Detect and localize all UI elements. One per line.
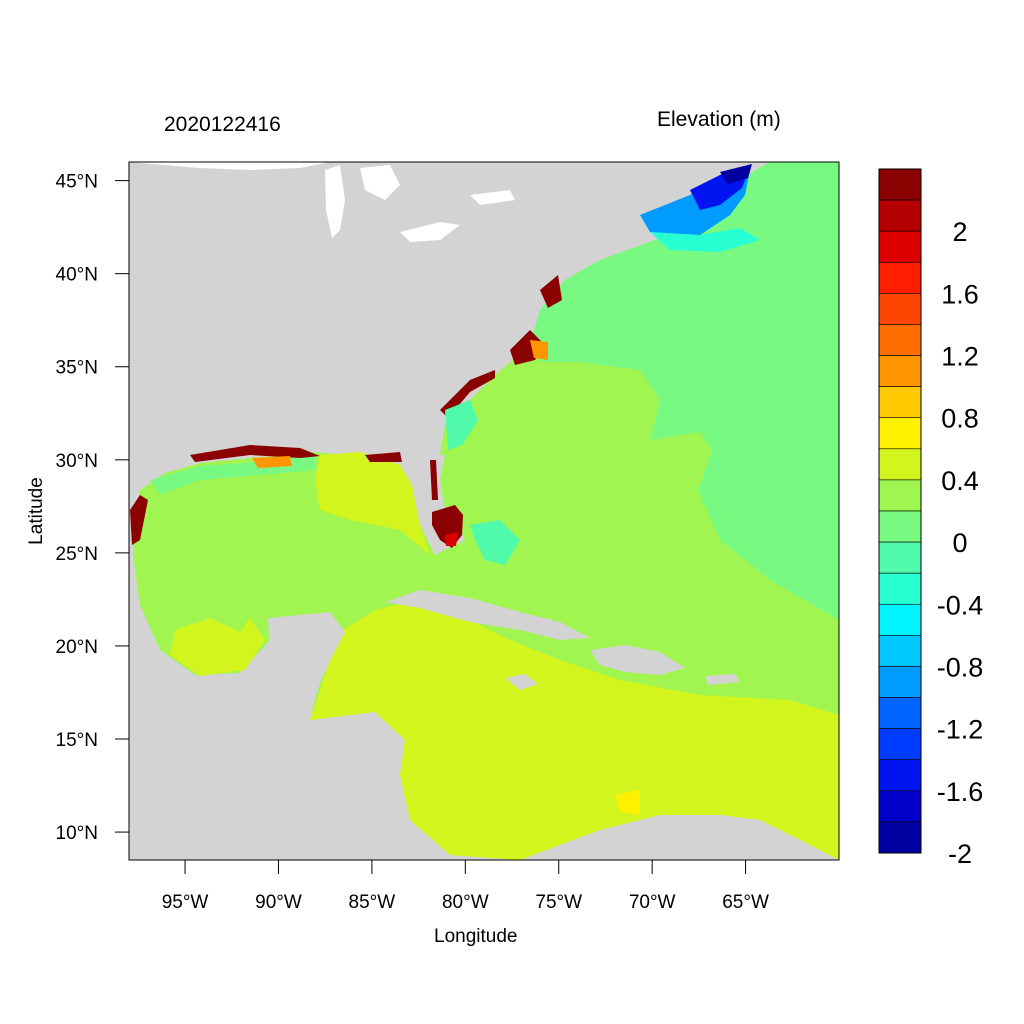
colorbar-swatch	[878, 635, 922, 667]
louisiana-orange-band	[252, 456, 292, 468]
georgia-coast-surge	[440, 370, 495, 418]
midatlantic-coast-surge	[540, 275, 562, 308]
colorbar-swatch	[878, 479, 922, 512]
colorbar-label: 0.4	[941, 466, 979, 496]
colorbar-swatch	[878, 168, 922, 201]
colorbar-swatch	[878, 821, 922, 854]
colorbar-swatch	[878, 230, 922, 263]
gulf-shelf-positive	[315, 452, 430, 555]
lon-tick-label: 75°W	[535, 892, 582, 913]
great-lake-erie	[400, 222, 460, 242]
colorbar-swatch	[878, 386, 922, 419]
cuba-island	[385, 590, 590, 640]
map-frame	[128, 161, 840, 861]
colorbar-swatch	[878, 293, 922, 325]
colorbar-label: -1.6	[937, 777, 984, 807]
colorbar-swatch	[878, 324, 922, 356]
lat-tick-label: 40°N	[56, 265, 98, 286]
lon-tick-label: 65°W	[722, 892, 769, 913]
colorbar-swatch	[878, 572, 922, 605]
lon-tick-label: 95°W	[162, 892, 209, 913]
colorbar-swatch	[878, 728, 922, 761]
x-axis-label: Longitude	[434, 926, 518, 947]
colorbar-label: 1.6	[941, 279, 979, 309]
atlantic-zero-zone	[530, 162, 839, 620]
bay-of-fundy-darkest	[720, 164, 752, 184]
lon-tick-label: 90°W	[255, 892, 302, 913]
timestamp-title: 2020122416	[164, 113, 281, 136]
colorbar-label: 1.2	[941, 342, 979, 372]
lat-tick-label: 25°N	[56, 544, 98, 565]
colorbar-swatch	[878, 261, 922, 294]
great-lake-ontario	[470, 190, 515, 205]
lon-tick-label: 70°W	[629, 892, 676, 913]
colorbar-swatch	[878, 510, 922, 543]
louisiana-coast-surge	[190, 445, 320, 462]
colorbar-label: -0.8	[937, 652, 984, 682]
colorbar-label: -0.4	[937, 590, 984, 620]
campeche-positive	[170, 618, 265, 676]
puerto-rico-island	[705, 674, 740, 685]
colorbar-label: -1.2	[937, 715, 984, 745]
south-america-land	[520, 815, 839, 860]
lon-tick-label: 85°W	[349, 892, 396, 913]
florida-surge-tip	[445, 532, 458, 546]
colorbar-swatch	[878, 603, 922, 636]
colorbar-label: -2	[948, 839, 972, 869]
atlantic-coast-band	[445, 400, 478, 450]
guajira-positive	[615, 790, 640, 815]
colorbar-label: 0	[952, 528, 967, 558]
colorbar-swatch	[878, 417, 922, 450]
colorbar-swatch	[878, 355, 922, 387]
lat-tick-label: 35°N	[56, 358, 98, 379]
yucatan-land	[268, 612, 345, 705]
big-bend-surge	[365, 452, 402, 462]
jamaica-island	[505, 674, 538, 690]
great-lake-huron	[360, 165, 400, 200]
colorbar-label: 2	[952, 217, 967, 247]
latitude-axis: 45°N 40°N 35°N 30°N 25°N 20°N 15°N 10°N	[56, 172, 129, 844]
colorbar-swatch	[878, 448, 922, 481]
texas-coast-surge	[130, 495, 148, 545]
gulf-of-maine-fringe	[650, 228, 760, 252]
hispaniola-island	[590, 645, 685, 675]
lat-tick-label: 45°N	[56, 172, 98, 193]
map-area	[129, 162, 839, 860]
colorbar-frame	[878, 168, 922, 854]
great-lake-superior-edge	[129, 162, 330, 170]
lat-tick-label: 20°N	[56, 637, 98, 658]
colorbar: 2 1.6 1.2 0.8 0.4 0 -0.4 -0.8 -1.2 -1.6 -2	[878, 168, 984, 869]
lat-tick-label: 10°N	[56, 823, 98, 844]
colorbar-swatch	[878, 790, 922, 823]
lat-tick-label: 30°N	[56, 451, 98, 472]
caribbean-positive-zone	[310, 600, 839, 860]
colorbar-swatch	[878, 697, 922, 729]
great-lake-michigan	[325, 165, 345, 238]
colorbar-label: 0.8	[941, 404, 979, 434]
florida-west-coast-surge	[430, 460, 438, 500]
colorbar-swatch	[878, 199, 922, 232]
carolina-orange-patch	[530, 340, 548, 360]
colorbar-swatch	[878, 666, 922, 698]
bahamas-shelf	[470, 520, 520, 565]
colorbar-swatch	[878, 541, 922, 574]
longitude-axis: 95°W 90°W 85°W 80°W 75°W 70°W 65°W	[162, 860, 769, 913]
y-axis-label: Latitude	[26, 477, 47, 545]
colorbar-swatch	[878, 759, 922, 792]
lon-tick-label: 80°W	[442, 892, 489, 913]
lat-tick-label: 15°N	[56, 730, 98, 751]
variable-title: Elevation (m)	[657, 108, 781, 131]
